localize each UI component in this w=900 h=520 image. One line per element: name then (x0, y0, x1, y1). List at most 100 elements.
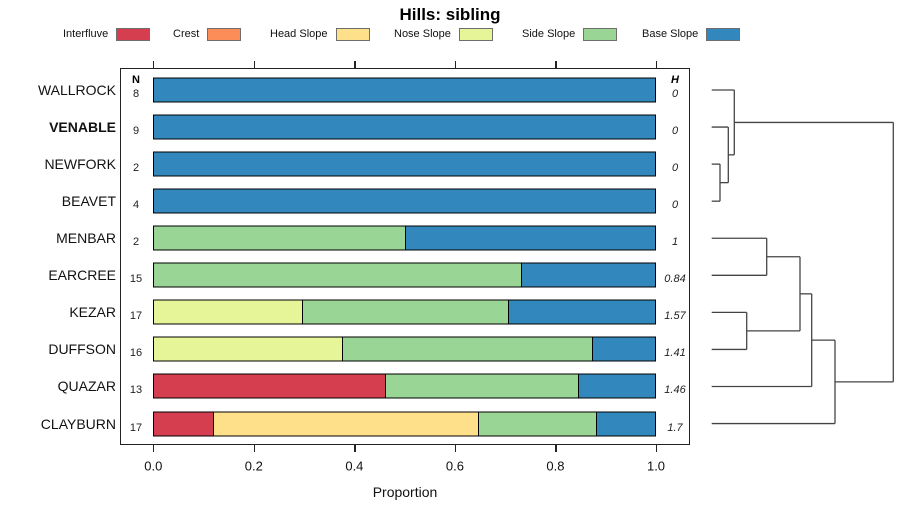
bar-segment-interfluve (154, 412, 214, 436)
row-label-newfork: NEWFORK (44, 156, 116, 173)
row-label-beavet: BEAVET (61, 193, 116, 210)
n-value: 4 (132, 199, 140, 212)
x-tick-label: 0.8 (546, 458, 565, 474)
bar-segment-nose-slope (154, 300, 302, 324)
bar-segment-side-slope (478, 412, 597, 436)
x-axis-tick-bottom (354, 445, 356, 452)
base-slope-swatch-icon (706, 27, 741, 41)
h-value: 1.57 (664, 310, 686, 323)
plot-area (120, 68, 690, 445)
n-value: 17 (129, 310, 143, 323)
stacked-bar-wallrock (153, 77, 656, 103)
bar-segment-base-slope (592, 337, 655, 361)
h-column-header: H (671, 74, 679, 86)
n-value: 17 (129, 421, 143, 434)
legend-item-label: Head Slope (270, 28, 328, 40)
bar-segment-side-slope (385, 374, 578, 398)
chart-title: Hills: sibling (399, 5, 501, 24)
x-axis-label: Proportion (372, 484, 438, 500)
h-value: 0.84 (664, 273, 686, 286)
row-label-wallrock: WALLROCK (37, 82, 116, 98)
row-label-menbar: MENBAR (56, 230, 116, 247)
bar-segment-base-slope (154, 189, 655, 213)
h-value: 0 (671, 88, 679, 100)
x-axis-tick-bottom (454, 445, 457, 452)
h-value: 0 (671, 199, 679, 212)
x-tick-label: 0.2 (244, 458, 263, 474)
h-value: 1.41 (664, 347, 686, 360)
n-value: 9 (132, 125, 140, 138)
n-value: 8 (132, 88, 140, 100)
row-label-clayburn: CLAYBURN (40, 415, 116, 432)
stacked-bar-venable (153, 114, 656, 140)
legend-item-label: Base Slope (642, 28, 699, 40)
crest-swatch-icon (207, 27, 242, 41)
x-axis-tick-bottom (555, 445, 557, 452)
x-axis-tick-top (153, 61, 155, 68)
x-axis-tick-bottom (656, 445, 658, 452)
bar-segment-head-slope (213, 412, 479, 436)
n-value: 15 (129, 273, 143, 286)
bar-segment-side-slope (301, 300, 508, 324)
legend-item-side-slope: Side Slope (522, 27, 618, 41)
x-tick-label: 0.6 (445, 458, 464, 474)
row-label-duffson: DUFFSON (48, 341, 116, 358)
side-slope-swatch-icon (583, 27, 618, 41)
legend-item-label: Interfluve (63, 28, 109, 40)
legend-item-base-slope: Base Slope (642, 27, 741, 41)
x-axis-tick-top (354, 61, 356, 68)
bar-segment-base-slope (577, 374, 655, 398)
interfluve-swatch-icon (116, 27, 151, 41)
bar-segment-base-slope (154, 152, 655, 176)
x-tick-label: 1.0 (646, 458, 666, 474)
legend-item-label: Nose Slope (394, 28, 451, 40)
x-axis-tick-top (253, 61, 256, 68)
legend-item-label: Crest (173, 28, 200, 40)
legend-item-label: Side Slope (522, 28, 576, 40)
h-value: 1 (671, 236, 679, 249)
n-column-header: N (132, 74, 140, 86)
bar-segment-base-slope (596, 412, 655, 436)
bar-segment-base-slope (404, 226, 655, 250)
x-tick-label: 0.4 (345, 458, 364, 474)
h-value: 1.46 (664, 384, 686, 397)
legend-item-crest: Crest (173, 27, 242, 41)
stacked-bar-kezar (153, 299, 656, 325)
bar-segment-side-slope (154, 263, 522, 287)
stacked-bar-quazar (153, 373, 656, 399)
n-value: 2 (132, 236, 140, 249)
legend-item-nose-slope: Nose Slope (394, 27, 493, 41)
x-axis-tick-top (656, 61, 658, 68)
n-value: 13 (129, 384, 143, 397)
row-label-earcree: EARCREE (48, 267, 116, 284)
legend-item-interfluve: Interfluve (63, 27, 151, 41)
row-label-venable: VENABLE (49, 119, 116, 136)
h-value: 1.7 (667, 421, 683, 434)
legend-item-head-slope: Head Slope (270, 27, 370, 41)
stacked-bar-clayburn (153, 411, 656, 437)
bar-segment-base-slope (154, 78, 655, 102)
x-tick-label: 0.0 (144, 458, 163, 474)
bar-segment-side-slope (342, 337, 593, 361)
n-value: 16 (129, 347, 143, 360)
stacked-bar-duffson (153, 336, 656, 362)
x-axis-tick-bottom (253, 445, 256, 452)
x-axis-tick-bottom (153, 445, 155, 452)
bar-segment-base-slope (507, 300, 655, 324)
row-label-kezar: KEZAR (69, 304, 116, 321)
stacked-bar-menbar (153, 225, 656, 251)
row-label-quazar: QUAZAR (57, 378, 116, 395)
stacked-bar-earcree (153, 262, 656, 288)
h-value: 0 (671, 125, 679, 138)
n-value: 2 (132, 162, 140, 175)
bar-segment-interfluve (154, 374, 386, 398)
stacked-bar-newfork (153, 151, 656, 177)
bar-segment-base-slope (521, 263, 655, 287)
bar-segment-base-slope (154, 115, 655, 139)
nose-slope-swatch-icon (458, 27, 493, 41)
bar-segment-side-slope (154, 226, 405, 250)
stacked-bar-beavet (153, 188, 656, 214)
x-axis-tick-top (555, 61, 557, 68)
